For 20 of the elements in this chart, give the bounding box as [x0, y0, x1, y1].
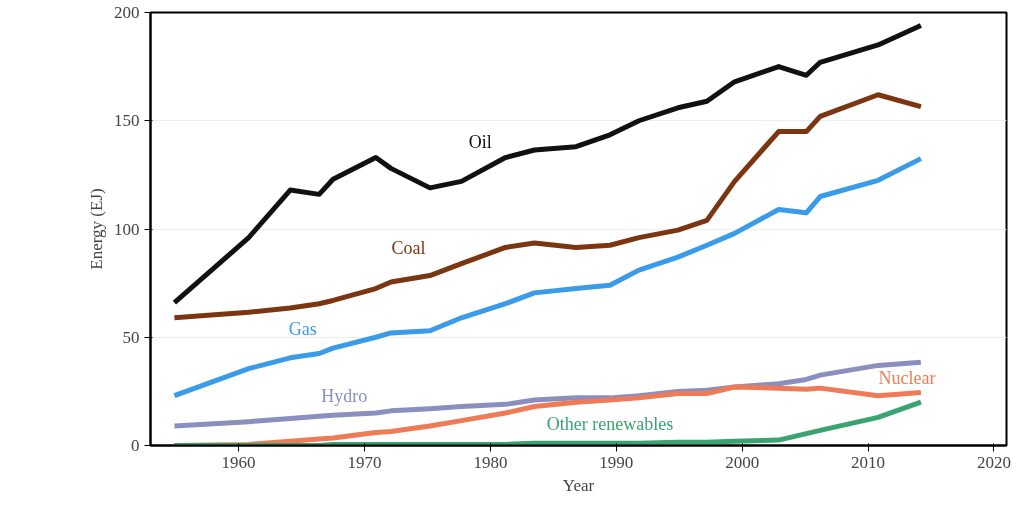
y-tick-label: 100: [114, 219, 140, 239]
x-tick-label: 1980: [473, 452, 508, 472]
series-label: Hydro: [321, 385, 368, 406]
series-label: Nuclear: [878, 368, 936, 389]
x-tick-label: 1990: [599, 452, 634, 472]
x-tick-label: 2020: [976, 452, 1011, 472]
x-tick-label: 2010: [851, 452, 886, 472]
y-tick-label: 0: [131, 436, 140, 455]
x-tick-label: 2000: [725, 452, 760, 472]
x-axis-title: Year: [562, 475, 595, 495]
series-label: Gas: [288, 318, 317, 339]
series-label: Coal: [391, 238, 426, 259]
series-label: Other renewables: [546, 413, 674, 434]
series-label: Oil: [468, 132, 492, 153]
y-tick-label: 50: [122, 327, 140, 347]
x-tick-label: 1960: [221, 452, 256, 472]
y-tick-label: 150: [114, 111, 140, 131]
x-tick-label: 1970: [347, 452, 382, 472]
y-tick-label: 200: [114, 3, 140, 22]
y-axis-title: Energy (EJ): [87, 188, 106, 270]
